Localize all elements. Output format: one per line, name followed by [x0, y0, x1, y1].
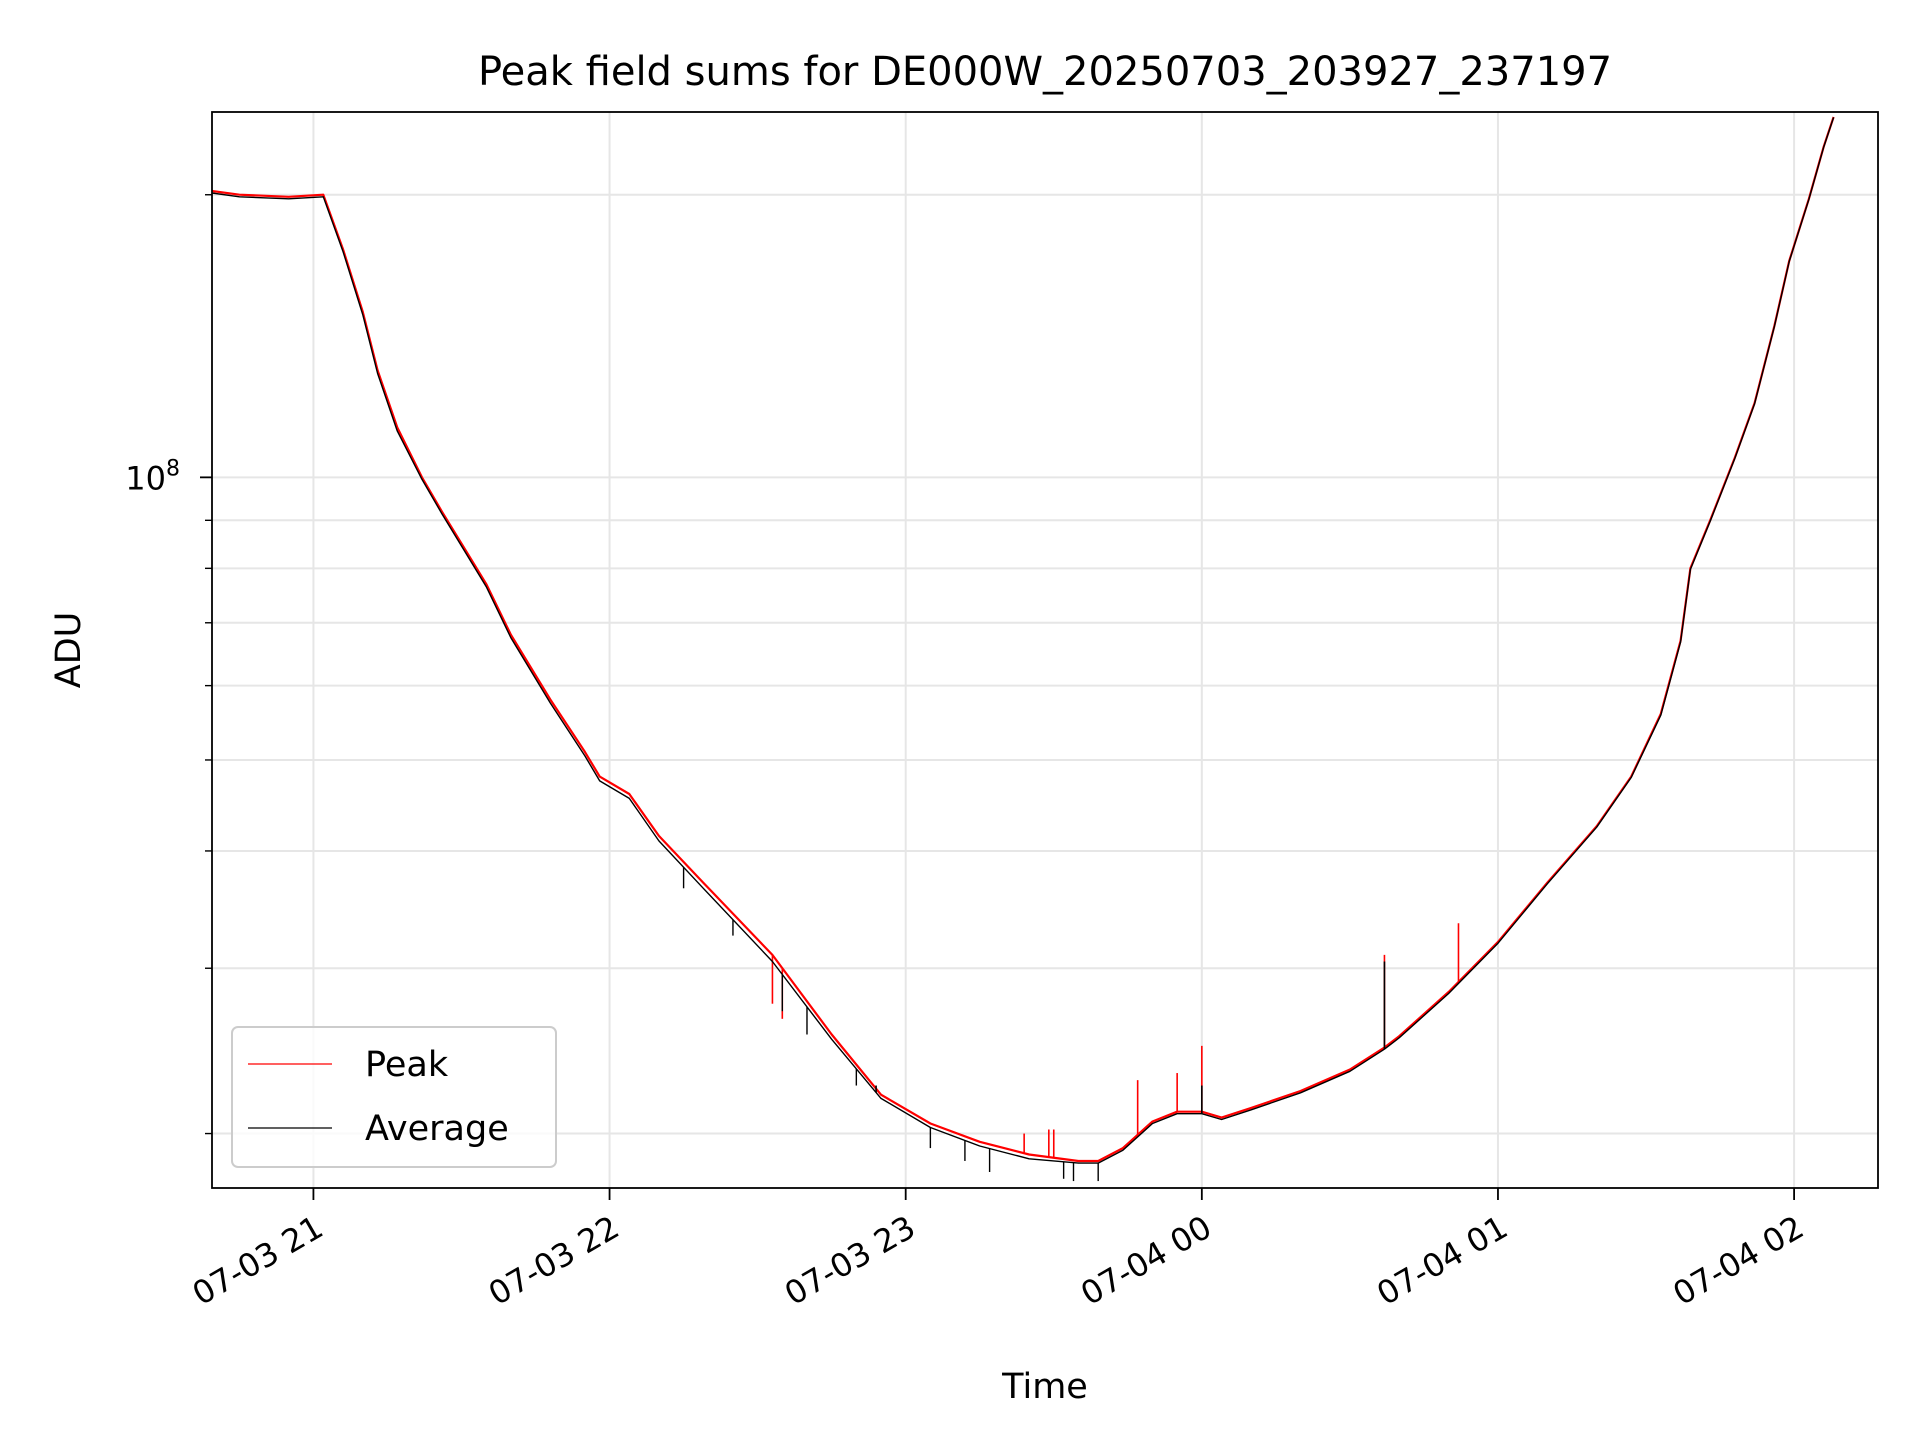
x-axis-label: Time [1001, 1367, 1088, 1407]
legend-peak-label: Peak [365, 1045, 449, 1085]
grid [212, 112, 1878, 1188]
plot-frame [211, 111, 1879, 1189]
y-axis-label: ADU [49, 612, 89, 689]
average-series [212, 117, 1835, 1182]
chart-title: Peak field sums for DE000W_20250703_2039… [478, 49, 1612, 95]
plot-lines [212, 116, 1835, 1182]
y-tick-label: 108 [125, 456, 180, 497]
legend-box [231, 1026, 557, 1168]
legend: Peak Average [231, 1026, 557, 1168]
average-line [212, 117, 1835, 1164]
legend-average-label: Average [365, 1109, 509, 1149]
